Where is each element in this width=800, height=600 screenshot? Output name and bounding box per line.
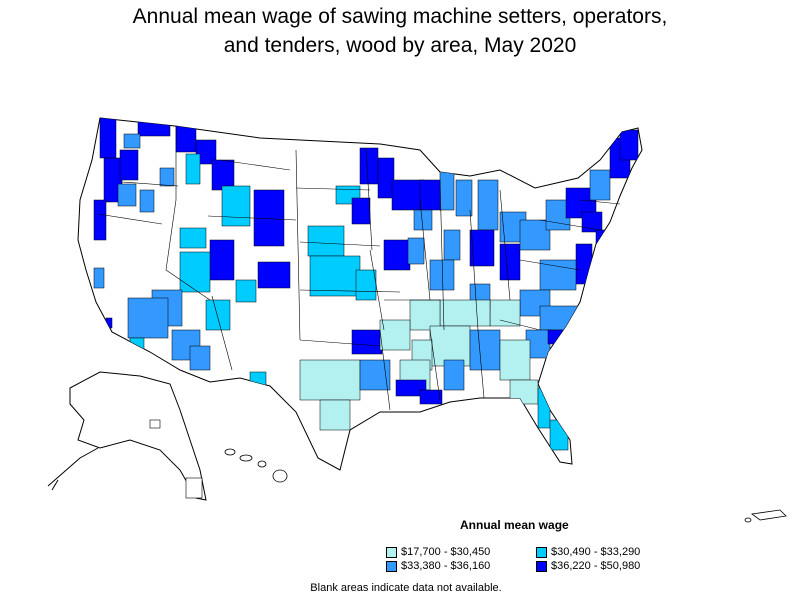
map-title-line-1: Annual mean wage of sawing machine sette… [132, 5, 668, 28]
map-area-region [469, 229, 495, 267]
alaska-region [149, 419, 161, 429]
puerto-rico-island [744, 517, 752, 523]
map-area-region [477, 179, 499, 231]
map-area-region [319, 399, 351, 431]
map-area-region [307, 225, 345, 257]
map-area-region [185, 153, 201, 185]
legend-label: $33,380 - $36,160 [401, 560, 491, 572]
hawaii-island [272, 469, 288, 483]
map-area-region [299, 359, 361, 401]
map-area-region [383, 239, 411, 271]
map-area-region [253, 189, 285, 247]
map-area-region [195, 139, 217, 165]
map-area-region [93, 267, 105, 289]
puerto-rico-islands [744, 509, 787, 523]
map-area-region [419, 179, 443, 211]
map-area-region [309, 255, 361, 297]
map-area-region [549, 419, 569, 451]
legend-item: $17,700 - $30,450 [386, 546, 490, 558]
map-area-region [429, 325, 471, 367]
map-area-region [395, 379, 427, 397]
map-area-region [129, 337, 145, 353]
map-area-region [575, 243, 593, 285]
map-area-region [205, 299, 231, 331]
hawaii-islands [224, 448, 288, 483]
map-area-region [537, 387, 551, 429]
map-area-region [619, 129, 639, 161]
map-area-region [127, 297, 169, 339]
map-area-region [99, 118, 117, 159]
puerto-rico-island [750, 509, 787, 521]
map-area-region [439, 169, 455, 211]
map-area-region [455, 179, 473, 217]
hawaii-island [224, 448, 236, 456]
map-area-region [175, 125, 197, 153]
legend-swatch [536, 546, 547, 558]
map-title: Annual mean wage of sawing machine sette… [0, 2, 800, 60]
map-area-region [407, 237, 425, 265]
map-area-region [581, 211, 603, 233]
map-area-region [443, 229, 461, 261]
legend-item: $30,490 - $33,290 [536, 546, 640, 558]
legend-swatch [386, 560, 397, 572]
legend-item: $33,380 - $36,160 [386, 560, 490, 572]
map-area-region [179, 227, 207, 249]
map-area-region [469, 329, 501, 371]
map-area-region [189, 345, 211, 371]
map-area-region [547, 329, 567, 345]
map-area-region [589, 169, 611, 201]
footnote: Blank areas indicate data not available. [310, 582, 502, 594]
map-area-region [595, 229, 609, 251]
map-area-region [119, 149, 139, 181]
legend-label: $30,490 - $33,290 [551, 546, 641, 558]
map-area-region [351, 197, 371, 225]
legend-title: Annual mean wage [460, 518, 569, 532]
map-area-region [359, 359, 391, 391]
map-area-region [539, 305, 581, 331]
legend-swatch [386, 546, 397, 558]
map-area-region [159, 167, 175, 187]
map-area-region [499, 243, 521, 281]
map-area-region [235, 279, 257, 303]
map-area-region [409, 299, 441, 331]
map-area-region [519, 219, 551, 251]
map-area-region [419, 389, 443, 405]
map-area-region [377, 157, 395, 199]
map-area-region [257, 261, 291, 289]
map-area-region [443, 359, 465, 391]
map-area-region [211, 159, 235, 191]
alaska-region [185, 477, 203, 499]
map-area-region [499, 339, 531, 381]
legend-label: $17,700 - $30,450 [401, 546, 491, 558]
map-area-region [439, 299, 491, 327]
state-borders [97, 126, 621, 411]
map-area-region [93, 199, 107, 241]
map-area-region [351, 329, 383, 355]
hawaii-island [239, 454, 253, 462]
map-area-region [209, 239, 235, 281]
map-area-region [123, 133, 141, 149]
legend-item: $36,220 - $50,980 [536, 560, 640, 572]
map-area-region [489, 299, 521, 327]
hawaii-island [257, 460, 267, 468]
map-area-region [221, 185, 251, 227]
map-title-line-2: and tenders, wood by area, May 2020 [223, 34, 577, 57]
map-area-region [355, 269, 377, 301]
map-area-region [249, 371, 267, 387]
map-area-region [391, 179, 425, 211]
map-area-region [509, 379, 539, 405]
alaska-aleutians [47, 447, 99, 491]
map-area-region [379, 319, 411, 351]
map-area-region [539, 259, 577, 291]
map-area-region [359, 147, 379, 185]
map-area-region [179, 251, 211, 293]
legend-swatch [536, 560, 547, 572]
alaska-outline [69, 371, 207, 501]
map-area-region [117, 183, 137, 207]
map-area-region [139, 189, 155, 213]
legend-label: $36,220 - $50,980 [551, 560, 641, 572]
